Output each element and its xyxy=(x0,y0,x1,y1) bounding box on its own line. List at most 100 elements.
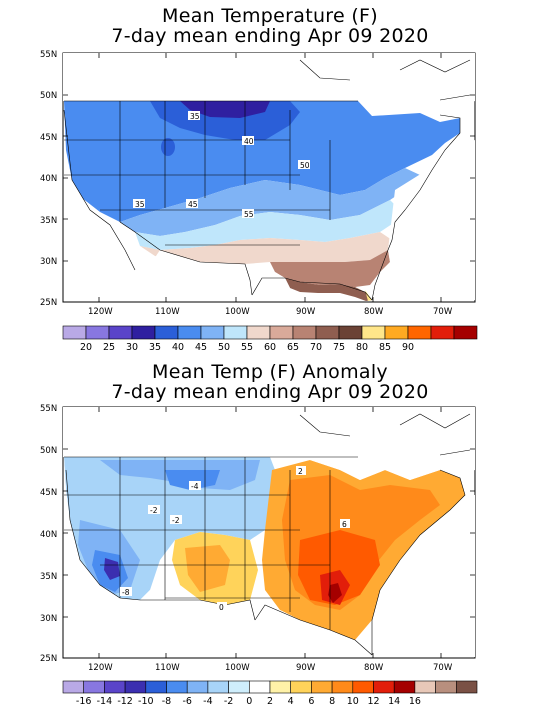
map1-title-line2: 7-day mean ending Apr 09 2020 xyxy=(111,25,429,47)
colorbar-swatch xyxy=(407,325,432,340)
contour-label: 0 xyxy=(219,603,224,612)
colorbar-swatch xyxy=(430,325,455,340)
lat-label: 35N xyxy=(40,216,57,226)
contour-label: -4 xyxy=(191,482,199,491)
colorbar-swatch xyxy=(62,680,85,694)
lat-label: 40N xyxy=(40,174,57,184)
colorbar-swatch xyxy=(228,680,250,694)
colorbar-label: 35 xyxy=(149,342,161,353)
lat-label: 50N xyxy=(40,91,57,101)
colorbar-swatch xyxy=(290,680,312,694)
colorbar-label: -12 xyxy=(117,696,133,707)
lat-label: 40N xyxy=(40,530,57,540)
colorbar-swatch xyxy=(154,325,179,340)
colorbar-swatch xyxy=(131,325,156,340)
colorbar-swatch xyxy=(200,325,225,340)
colorbar-label: 16 xyxy=(409,696,421,707)
colorbar-label: 85 xyxy=(379,342,391,353)
colorbar-swatch xyxy=(269,325,294,340)
colorbar-label: -4 xyxy=(203,696,212,707)
lat-label: 55N xyxy=(40,50,57,60)
lon-label: 70W xyxy=(433,307,453,317)
lat-label: 55N xyxy=(40,404,57,414)
lat-label: 25N xyxy=(40,654,57,664)
colorbar-swatch xyxy=(455,680,478,694)
colorbar-label: 14 xyxy=(388,696,400,707)
colorbar-label: 30 xyxy=(126,342,138,353)
map2: -4 -2 -2 2 6 -8 0 55N 50N 45N 40N 35N 30… xyxy=(40,404,478,707)
contour-label: 40 xyxy=(244,137,254,146)
map2-lon-labels: 120W 110W 100W 90W 80W 70W xyxy=(88,663,453,673)
colorbar-label: -10 xyxy=(138,696,154,707)
map1-temperature-field xyxy=(63,53,475,301)
map2-lat-labels: 55N 50N 45N 40N 35N 30N 25N xyxy=(40,404,57,664)
colorbar-swatch xyxy=(246,325,271,340)
contour-label: 45 xyxy=(188,200,198,209)
lon-label: 90W xyxy=(296,663,316,673)
contour-label: 35 xyxy=(135,200,145,209)
colorbar-swatch xyxy=(331,680,354,694)
map1-lon-labels: 120W 110W 100W 90W 80W 70W xyxy=(88,307,453,317)
map1-colorbar: 20 25 30 35 40 45 50 55 60 65 70 75 80 85 90 xyxy=(62,325,478,353)
colorbar-label: 8 xyxy=(329,696,335,707)
colorbar-swatch xyxy=(393,680,416,694)
lon-label: 120W xyxy=(88,307,113,317)
colorbar-swatch xyxy=(124,680,147,694)
colorbar-swatch xyxy=(62,325,87,340)
lat-label: 30N xyxy=(40,257,57,267)
colorbar-swatch xyxy=(166,680,188,694)
colorbar-swatch xyxy=(292,325,317,340)
map1-title-line1: Mean Temperature (F) xyxy=(162,5,378,27)
colorbar-swatch xyxy=(361,325,386,340)
colorbar-swatch xyxy=(384,325,409,340)
colorbar-label: -6 xyxy=(182,696,191,707)
colorbar-swatch xyxy=(338,325,363,340)
colorbar-label: 2 xyxy=(267,696,273,707)
colorbar-label: -14 xyxy=(97,696,113,707)
contour-label: -2 xyxy=(150,506,158,515)
colorbar-swatch xyxy=(269,680,292,694)
colorbar-label: 65 xyxy=(287,342,299,353)
colorbar-label: 25 xyxy=(103,342,115,353)
colorbar-label: 40 xyxy=(172,342,184,353)
colorbar-swatch xyxy=(145,680,167,694)
colorbar-label: 60 xyxy=(264,342,276,353)
colorbar-swatch xyxy=(414,680,436,694)
lon-label: 80W xyxy=(364,663,384,673)
lon-label: 110W xyxy=(155,663,180,673)
contour-label: 2 xyxy=(298,467,303,476)
colorbar-label: 90 xyxy=(402,342,414,353)
colorbar-label: 75 xyxy=(333,342,345,353)
colorbar-swatch xyxy=(315,325,340,340)
map2-anomaly-field xyxy=(63,407,475,657)
contour-label: 50 xyxy=(300,161,310,170)
colorbar-swatch xyxy=(223,325,248,340)
map1-lat-labels: 55N 50N 45N 40N 35N 30N 25N xyxy=(40,50,57,308)
lon-label: 80W xyxy=(364,307,384,317)
map2-title-line1: Mean Temp (F) Anomaly xyxy=(152,361,388,383)
lat-label: 25N xyxy=(40,298,57,308)
lon-label: 100W xyxy=(225,307,250,317)
colorbar-label: 0 xyxy=(246,696,252,707)
colorbar-swatch xyxy=(177,325,202,340)
colorbar-swatch xyxy=(207,680,229,694)
lon-label: 100W xyxy=(225,663,250,673)
contour-label: -2 xyxy=(172,516,180,525)
colorbar-label: 45 xyxy=(195,342,207,353)
lat-label: 45N xyxy=(40,133,57,143)
colorbar-swatch xyxy=(453,325,478,340)
contour-label: 6 xyxy=(342,520,347,529)
colorbar-label: 55 xyxy=(241,342,253,353)
lat-label: 45N xyxy=(40,488,57,498)
colorbar-swatch xyxy=(311,680,333,694)
colorbar-swatch xyxy=(83,680,105,694)
contour-label: 55 xyxy=(244,210,254,219)
lat-label: 30N xyxy=(40,614,57,624)
colorbar-swatch xyxy=(249,680,271,694)
contour-label: 35 xyxy=(190,112,200,121)
colorbar-label: 10 xyxy=(347,696,359,707)
contour-label: -8 xyxy=(122,588,130,597)
colorbar-label: 20 xyxy=(80,342,92,353)
colorbar-label: 70 xyxy=(310,342,322,353)
colorbar-swatch xyxy=(108,325,133,340)
